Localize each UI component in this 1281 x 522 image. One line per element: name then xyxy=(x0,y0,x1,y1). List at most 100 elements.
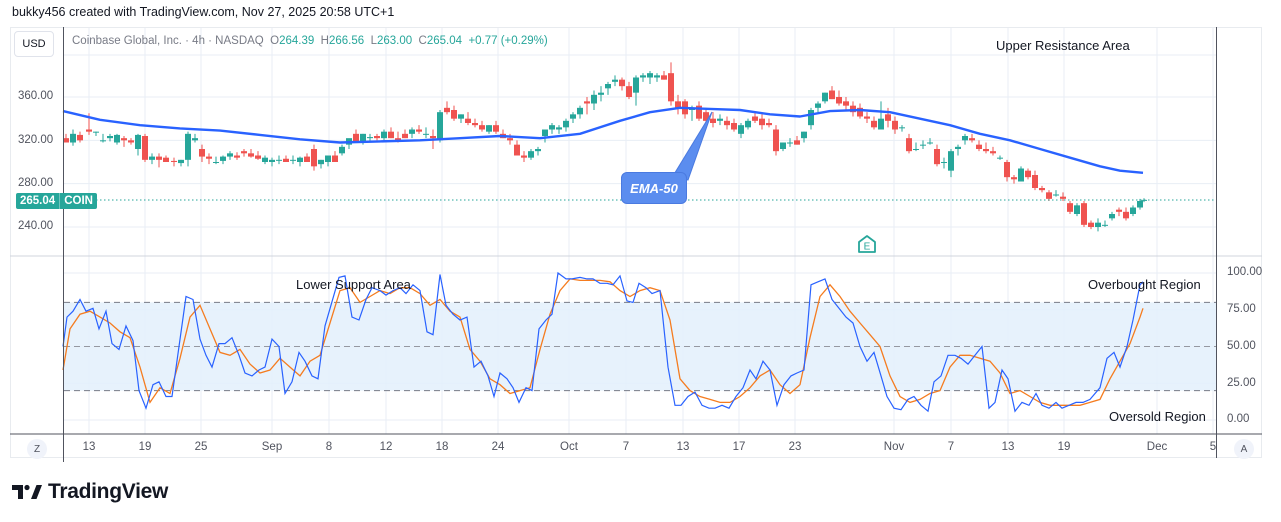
candle xyxy=(773,125,779,156)
candle xyxy=(528,149,534,160)
candlesticks xyxy=(63,62,1147,232)
ticker-label: COIN xyxy=(64,195,93,207)
candle xyxy=(353,129,359,143)
candle xyxy=(976,140,982,152)
tradingview-logo[interactable]: TradingView xyxy=(12,480,168,504)
time-tick: 13 xyxy=(1001,441,1015,453)
candle xyxy=(591,90,597,110)
ema-callout[interactable]: EMA-50 xyxy=(621,172,687,204)
candle xyxy=(311,144,317,171)
candle xyxy=(913,142,919,152)
current-price-label: 265.04 COIN xyxy=(16,193,97,209)
price-tick: 280.00 xyxy=(18,177,54,189)
candle xyxy=(549,123,555,134)
stochastic-k-line xyxy=(62,271,1144,413)
candle xyxy=(745,118,751,130)
auto-scale-button[interactable]: A xyxy=(1234,439,1254,459)
candle xyxy=(192,133,198,143)
candle xyxy=(479,120,485,132)
current-price-value: 265.04 xyxy=(20,195,56,207)
candle xyxy=(556,125,562,134)
candle xyxy=(640,73,646,82)
candle xyxy=(493,120,499,134)
candle xyxy=(1032,170,1038,191)
time-tick: 13 xyxy=(82,441,96,453)
open-value: 264.39 xyxy=(279,35,315,47)
candle xyxy=(472,118,478,128)
time-tick: 19 xyxy=(138,441,152,453)
candle xyxy=(325,155,331,167)
candle xyxy=(710,112,716,128)
time-tick: 23 xyxy=(788,441,802,453)
earnings-icon[interactable]: E xyxy=(857,234,877,254)
candle xyxy=(780,142,786,152)
candle xyxy=(163,155,169,162)
candle xyxy=(899,125,905,132)
candle xyxy=(521,151,527,162)
oscillator-tick: 50.00 xyxy=(1227,340,1256,352)
candle xyxy=(269,157,275,167)
stochastic-band-lines xyxy=(64,301,1216,392)
candle xyxy=(1130,205,1136,217)
price-tick: 360.00 xyxy=(18,90,54,102)
time-tick: 8 xyxy=(325,441,333,453)
candle xyxy=(171,157,177,167)
candle xyxy=(738,123,744,139)
ema-callout-pointer xyxy=(672,111,713,181)
price-tick: 240.00 xyxy=(18,220,54,232)
candle xyxy=(1081,201,1087,227)
candle xyxy=(114,133,120,145)
close-label: C xyxy=(418,35,427,47)
candle xyxy=(948,149,954,178)
candle xyxy=(612,75,618,87)
timezone-button[interactable]: Z xyxy=(27,439,47,459)
candle xyxy=(486,125,492,134)
time-tick: 7 xyxy=(947,441,955,453)
candle xyxy=(787,138,793,147)
oscillator-tick: 100.00 xyxy=(1227,266,1263,278)
candle xyxy=(149,153,155,165)
candle xyxy=(1088,220,1094,230)
candle xyxy=(255,151,261,160)
symbol-description[interactable]: Coinbase Global, Inc. · 4h · NASDAQ xyxy=(72,35,264,47)
candle xyxy=(955,144,961,156)
time-tick: Oct xyxy=(560,441,578,453)
candle xyxy=(1060,192,1066,201)
candle xyxy=(297,156,303,167)
time-tick: 5 xyxy=(1209,441,1217,453)
candle xyxy=(871,116,877,130)
candle xyxy=(1095,218,1101,232)
time-tick: 19 xyxy=(1057,441,1071,453)
candle xyxy=(983,142,989,154)
candle xyxy=(829,86,835,100)
candle xyxy=(647,71,653,84)
time-tick: 17 xyxy=(732,441,746,453)
candle xyxy=(128,138,134,145)
candle xyxy=(227,151,233,160)
oversold-annotation: Oversold Region xyxy=(1109,409,1206,424)
price-tick: 320.00 xyxy=(18,134,54,146)
candle xyxy=(199,144,205,162)
candle xyxy=(318,159,324,169)
candle xyxy=(458,114,464,123)
candle xyxy=(843,97,849,110)
candle xyxy=(535,146,541,156)
lower-support-annotation: Lower Support Area xyxy=(296,277,411,292)
time-tick: 24 xyxy=(491,441,505,453)
candle xyxy=(731,118,737,132)
low-label: L xyxy=(370,35,377,47)
candle xyxy=(801,131,807,143)
candle xyxy=(276,155,282,165)
candle xyxy=(248,149,254,158)
open-label: O xyxy=(270,35,280,47)
candle xyxy=(514,140,520,156)
candle xyxy=(100,133,106,143)
candle xyxy=(402,129,408,139)
currency-button[interactable]: USD xyxy=(14,31,54,57)
candle xyxy=(906,133,912,154)
candle xyxy=(1004,159,1010,182)
candle xyxy=(185,131,191,167)
candle xyxy=(262,155,268,165)
candle xyxy=(878,101,884,130)
